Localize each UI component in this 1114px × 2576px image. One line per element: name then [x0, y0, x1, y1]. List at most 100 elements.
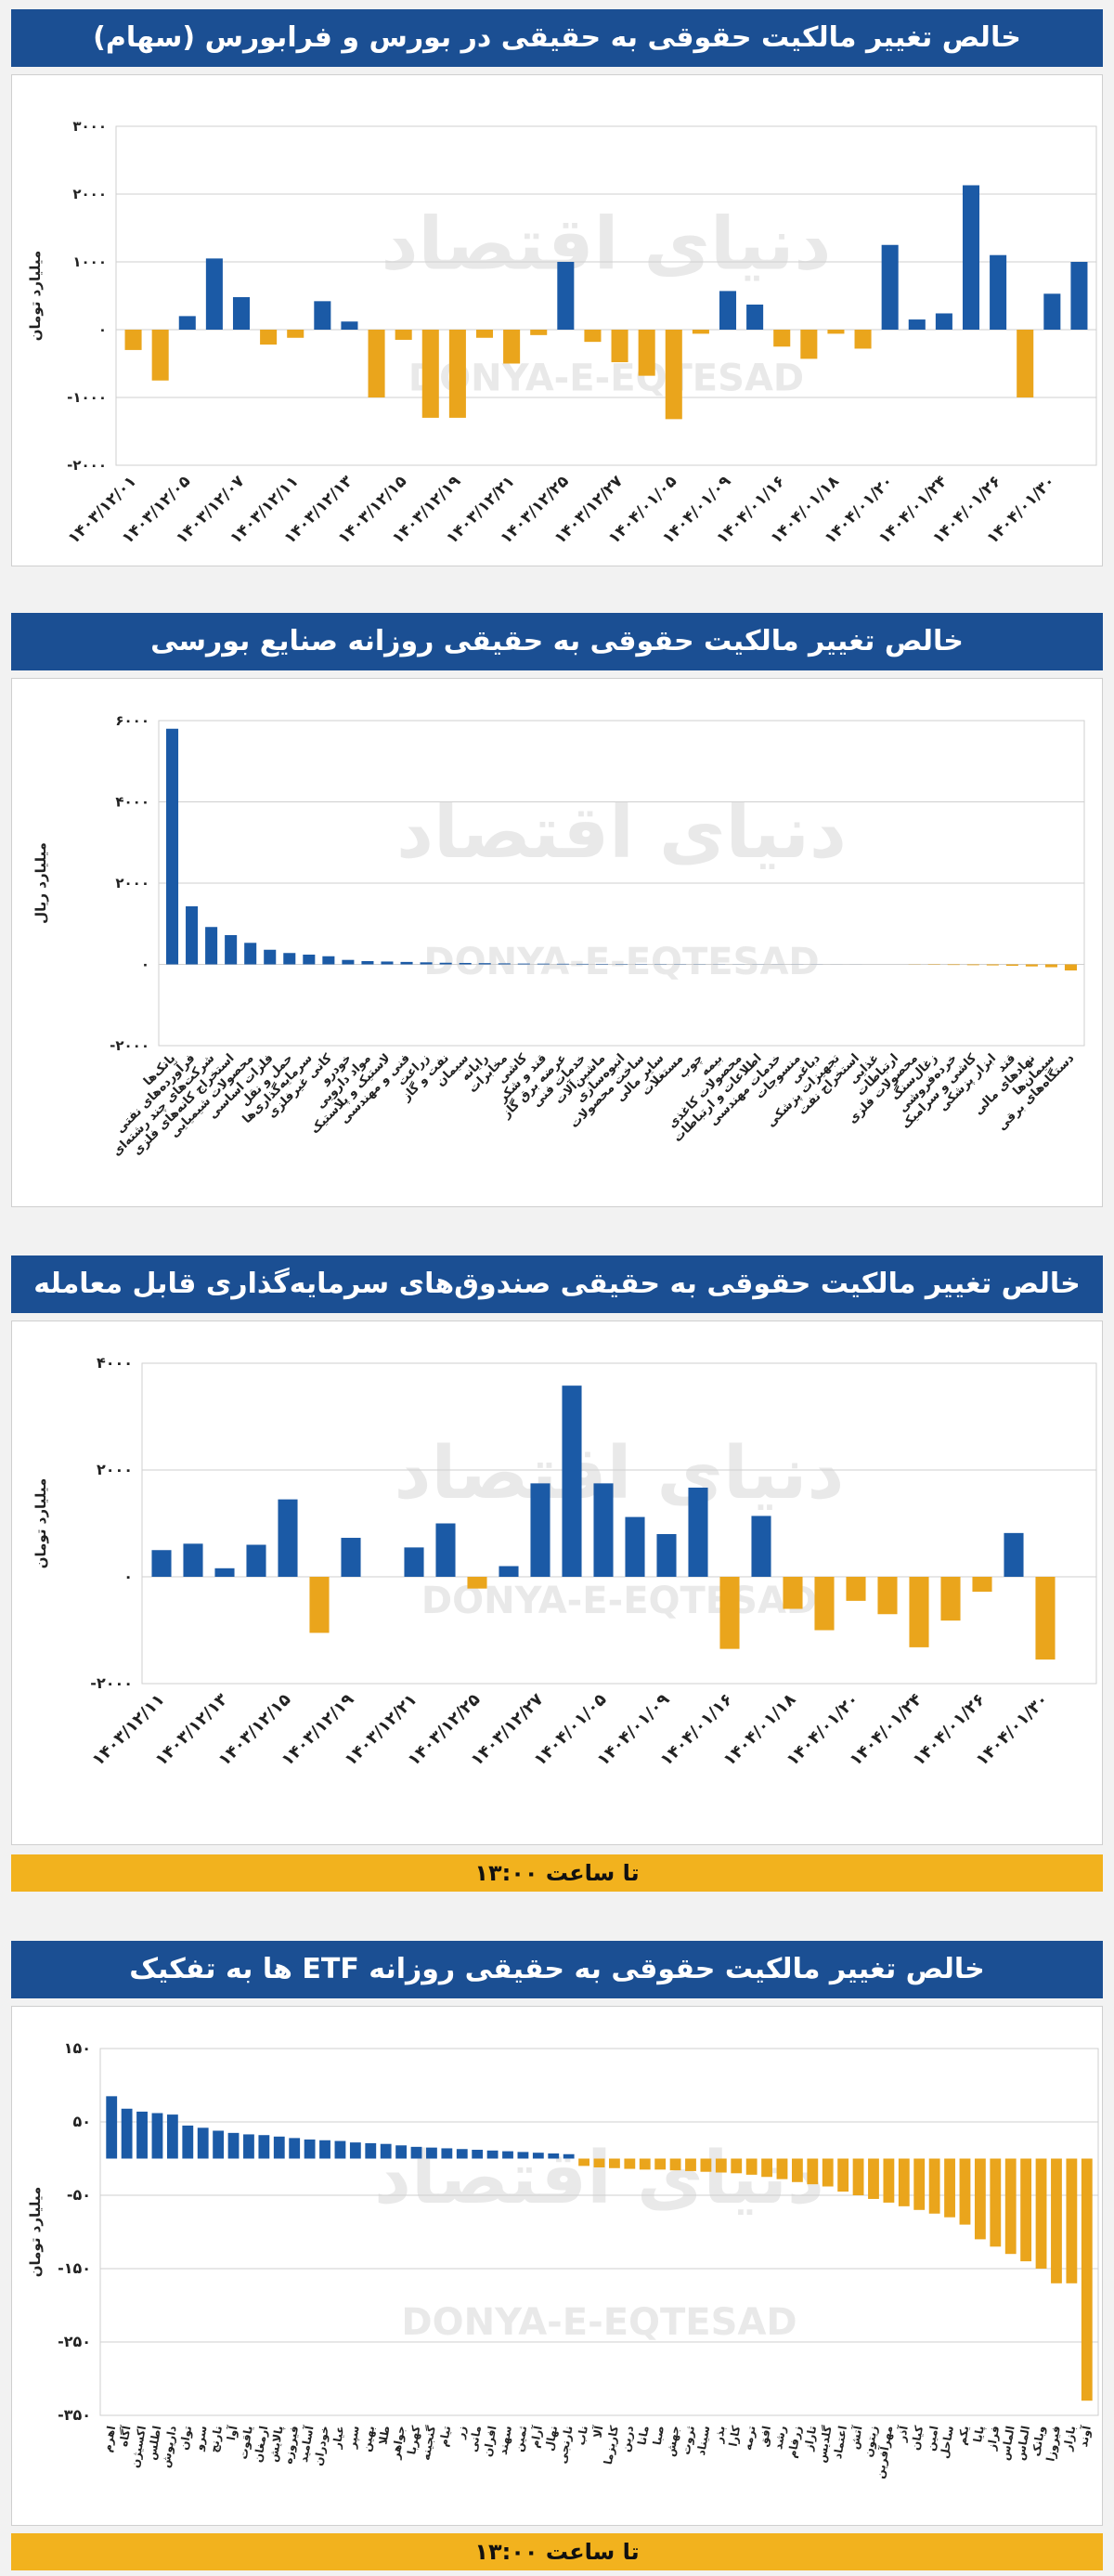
x-tick-label: آگاه: [116, 2424, 134, 2448]
x-tick-label: ثمین: [512, 2425, 530, 2452]
x-tick-label: یکم: [955, 2425, 971, 2446]
bar: [182, 2125, 194, 2159]
bar: [420, 962, 433, 965]
x-tick-label: سهند: [497, 2425, 514, 2456]
bar: [800, 330, 818, 359]
y-axis-label: میلیارد تومان: [32, 1478, 49, 1569]
bar: [986, 964, 999, 966]
bar: [517, 2152, 529, 2159]
bar: [746, 304, 764, 330]
watermark-persian: دنیای اقتصاد: [396, 791, 847, 875]
y-axis-label: میلیارد ریال: [32, 842, 49, 924]
bar: [227, 2132, 240, 2159]
bar: [1004, 2158, 1017, 2255]
y-tick-label: ۴۰۰۰: [115, 794, 149, 811]
plot-frame: [99, 2048, 1099, 2416]
bar: [972, 1577, 992, 1593]
bar: [654, 2158, 667, 2170]
bar: [467, 1577, 487, 1589]
bar: [913, 2158, 926, 2210]
chart-area-stocks: DONYA-E-EQTESAD دنیای اقتصاد ۳۰۰۰ ۲۰۰۰ ۱۰۰۰ ۰…: [11, 74, 1103, 566]
y-tick-label: -۲۵۰: [58, 2333, 91, 2350]
bar: [309, 1577, 330, 1633]
bar: [303, 955, 316, 965]
chart-industries-svg: DONYA-E-EQTESAD دنیای اقتصاد ۶۰۰۰ ۴۰۰۰ ۲۰۰۰ ۰…: [32, 712, 1085, 1159]
x-tick-label: سیناد: [694, 2425, 712, 2456]
bar: [611, 330, 628, 363]
bar: [940, 1577, 961, 1621]
bar: [151, 2113, 163, 2159]
x-tick-label: نهال: [543, 2425, 561, 2452]
bar: [595, 963, 608, 965]
y-tick-label: -۱۰۰۰: [67, 389, 107, 406]
x-tick-label: فراز: [985, 2425, 1003, 2452]
bar: [341, 321, 358, 330]
bar: [166, 2114, 178, 2159]
bar: [751, 1516, 771, 1577]
bar: [502, 2151, 513, 2159]
bar: [459, 962, 472, 965]
plot-frame: [141, 1362, 1097, 1685]
x-tick-label: سرو: [192, 2425, 211, 2452]
bar: [1035, 2158, 1047, 2269]
bar: [962, 185, 980, 330]
x-tick-label: اطلس: [145, 2425, 163, 2461]
bar: [287, 330, 304, 338]
time-label-etf-breakdown: تا ساعت ۱۳:۰۰: [11, 2533, 1103, 2570]
bar: [854, 330, 872, 349]
bar: [273, 2136, 285, 2159]
bar: [213, 2130, 225, 2159]
x-tick-label: مانی: [466, 2425, 484, 2453]
x-tick-label: عیار: [330, 2425, 346, 2451]
bar: [625, 1516, 645, 1577]
chart-title-etf-breakdown: خالص تغییر مالکیت حقوقی به حقیقی روزانه …: [11, 1941, 1103, 1998]
bar: [197, 2127, 209, 2159]
bar: [935, 313, 952, 330]
watermark-latin: DONYA-E-EQTESAD: [421, 1580, 817, 1622]
bar: [258, 2135, 270, 2159]
x-tick-label: گنجینه: [420, 2425, 438, 2461]
bar: [700, 2158, 712, 2172]
x-tick-label: آذر: [894, 2424, 911, 2443]
bar: [898, 2158, 910, 2206]
y-tick-label: -۲۰۰۰: [90, 1674, 133, 1692]
chart-etf-svg: DONYA-E-EQTESAD دنیای اقتصاد ۴۰۰۰ ۲۰۰۰ ۰ -۲۰۰…: [32, 1354, 1097, 1770]
bar: [475, 330, 494, 338]
bar: [990, 2158, 1002, 2247]
bar: [400, 961, 413, 965]
bar: [719, 1577, 740, 1649]
bar: [441, 2148, 453, 2159]
bar: [1044, 964, 1057, 968]
bar: [456, 2149, 468, 2159]
x-tick-label: ارمغان: [252, 2425, 271, 2464]
x-tick-label: امین: [924, 2425, 941, 2452]
watermark-persian: دنیای اقتصاد: [395, 1432, 845, 1516]
x-tick-label: آوا: [224, 2424, 241, 2441]
panel-stocks: خالص تغییر مالکیت حقوقی به حقیقی در بورس…: [11, 9, 1103, 566]
bar: [877, 1577, 898, 1615]
bar: [974, 2158, 986, 2240]
bar: [499, 1566, 519, 1577]
y-tick-label: -۵۰: [67, 2186, 91, 2204]
bar: [537, 963, 550, 965]
bar: [881, 244, 899, 330]
chart-area-etf-breakdown: DONYA-E-EQTESAD دنیای اقتصاد ۱۵۰ ۵۰ -۵۰ -۱۵۰-…: [11, 2006, 1103, 2526]
bar: [719, 291, 737, 330]
x-tick-label: کهربا: [405, 2425, 422, 2455]
x-tick-label: درین: [619, 2425, 637, 2452]
x-tick-label: تیام: [437, 2425, 455, 2448]
bar: [186, 905, 199, 965]
bar: [837, 2158, 849, 2192]
bar: [278, 1499, 298, 1577]
bar: [669, 2158, 681, 2171]
x-tick-label: گلدیس: [815, 2425, 835, 2464]
bar: [498, 963, 511, 965]
bar: [1043, 293, 1061, 330]
bar: [151, 330, 169, 381]
x-tick-label: سپر: [345, 2425, 362, 2450]
bar: [908, 319, 926, 330]
bar: [656, 1534, 677, 1577]
x-tick-label: ناب: [575, 2425, 590, 2446]
bar: [410, 2146, 422, 2159]
bar: [685, 2158, 696, 2171]
